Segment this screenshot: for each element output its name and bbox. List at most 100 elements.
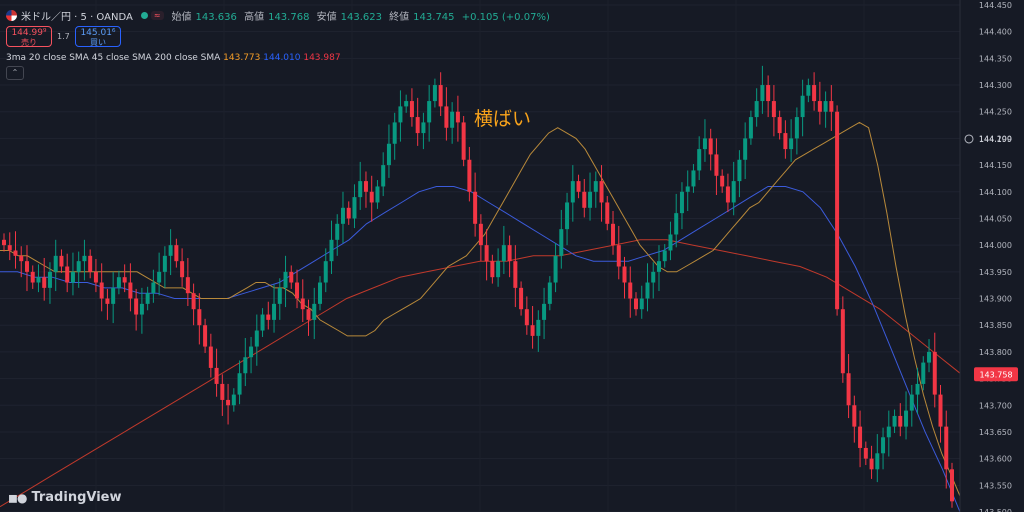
sell-button[interactable]: 144.99⁹ 売り	[6, 26, 52, 47]
candle-body	[13, 250, 18, 256]
candle-body	[277, 287, 282, 304]
candle-body	[47, 271, 52, 288]
candle-body	[162, 255, 167, 272]
symbol-title[interactable]: 米ドル／円 · 5 · OANDA	[21, 11, 133, 23]
candle-body	[679, 191, 684, 214]
collapse-legend-button[interactable]: ⌃	[6, 66, 24, 80]
candle-body	[725, 186, 730, 203]
candle-body	[116, 277, 121, 288]
y-tick-label: 144.150	[979, 161, 1012, 170]
y-tick-label: 143.800	[979, 348, 1012, 357]
logo-text: TradingView	[31, 490, 122, 505]
tradingview-logo-icon: ◼●	[8, 490, 27, 505]
candle-body	[335, 223, 340, 240]
candle-body	[478, 223, 483, 246]
candle-body	[42, 277, 47, 288]
candle-body	[501, 245, 506, 262]
candle-body	[168, 245, 173, 256]
buy-button[interactable]: 145.01⁶ 買い	[75, 26, 121, 47]
candle-body	[375, 186, 380, 203]
axis-background	[960, 0, 1024, 512]
candle-body	[312, 303, 317, 320]
candle-body	[427, 101, 432, 123]
candle-body	[553, 255, 558, 283]
y-tick-label: 144.050	[979, 214, 1012, 223]
us-japan-flag-icon	[6, 9, 17, 21]
y-tick-label: 144.000	[979, 241, 1012, 250]
tradingview-logo: ◼● TradingView	[8, 490, 122, 505]
candle-body	[220, 383, 225, 400]
candle-body	[639, 298, 644, 310]
candle-body	[145, 293, 150, 304]
candle-body	[858, 426, 863, 448]
candle-body	[438, 85, 443, 107]
indicator-title: 3ma 20 close SMA 45 close SMA 200 close …	[6, 53, 221, 63]
candle-body	[875, 453, 880, 470]
candle-body	[99, 282, 104, 299]
candle-body	[628, 282, 633, 299]
candle-body	[455, 111, 460, 123]
candle-body	[295, 282, 300, 299]
candle-body	[892, 415, 897, 427]
candle-body	[817, 101, 822, 112]
candle-body	[582, 191, 587, 208]
price-axis: 144.450 144.400 144.350 144.300 144.250 144.2…	[959, 0, 1024, 512]
candle-body	[496, 261, 501, 278]
low-label: 安値	[316, 11, 337, 23]
candle-body	[289, 271, 294, 283]
candle-body	[392, 122, 397, 144]
candle-body	[346, 207, 351, 219]
candle-body	[2, 239, 6, 246]
candle-body	[185, 277, 190, 294]
candle-body	[461, 122, 466, 160]
candle-body	[570, 181, 575, 203]
spread-value: 1.7	[57, 32, 70, 41]
ohlc-values: 始値 143.636 高値 143.768 安値 143.623 終値 143.745 …	[172, 8, 554, 23]
annotation-text[interactable]: 横ばい	[474, 108, 532, 130]
candle-body	[869, 458, 874, 470]
candle-body	[36, 277, 41, 283]
candle-body	[386, 143, 391, 166]
candle-body	[415, 117, 420, 134]
candle-body	[743, 138, 748, 160]
close-value: 143.745	[413, 11, 455, 23]
high-value: 143.768	[268, 11, 310, 23]
plus-circle-icon	[964, 134, 974, 144]
candle-body	[685, 186, 690, 192]
candle-body	[645, 282, 650, 299]
candle-body	[702, 138, 707, 150]
candle-body	[915, 383, 920, 395]
candle-body	[886, 426, 891, 438]
candle-body	[513, 261, 518, 288]
candle-body	[904, 410, 909, 427]
candle-body	[789, 138, 794, 150]
wave-badge: ≈	[150, 10, 164, 20]
candle-body	[829, 101, 834, 112]
candle-body	[82, 255, 87, 262]
candle-body	[766, 85, 771, 102]
candle-body	[484, 245, 489, 262]
high-label: 高値	[244, 11, 265, 23]
candle-body	[720, 175, 725, 187]
candle-body	[243, 357, 248, 374]
candle-body	[519, 287, 524, 310]
y-tick-label: 144.350	[979, 54, 1012, 63]
change-value: +0.105 (+0.07%)	[461, 11, 550, 23]
candle-body	[358, 181, 363, 198]
candle-body	[656, 261, 661, 272]
candle-body	[674, 213, 679, 235]
indicator-legend[interactable]: 3ma 20 close SMA 45 close SMA 200 close …	[6, 53, 341, 63]
chevron-up-icon: ⌃	[11, 68, 19, 77]
candle-body	[266, 314, 271, 320]
candle-body	[398, 106, 403, 123]
candle-body	[19, 255, 24, 262]
candle-body	[794, 117, 799, 139]
candle-body	[898, 415, 903, 427]
sma200-line	[0, 239, 961, 508]
candle-body	[691, 170, 696, 187]
candle-body	[588, 191, 593, 208]
sma200-path	[0, 239, 961, 508]
candle-body	[249, 346, 254, 358]
candle-body	[524, 309, 529, 326]
